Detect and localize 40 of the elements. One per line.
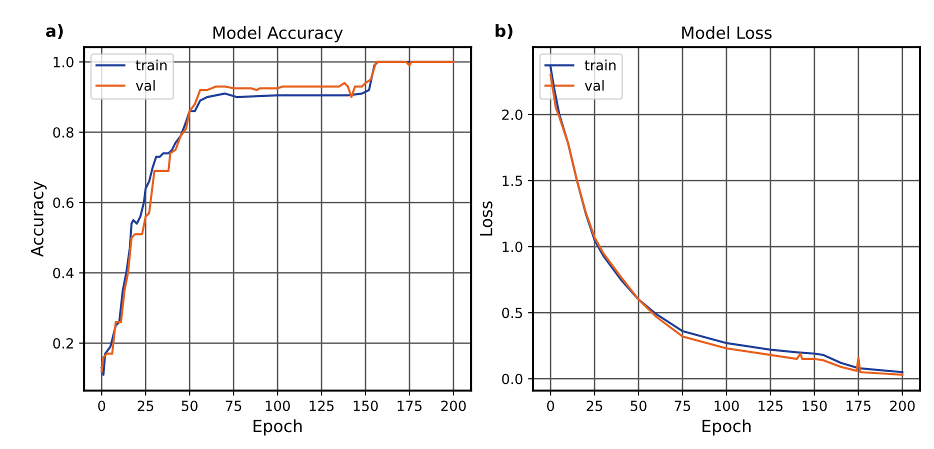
y-axis-title: Loss: [480, 201, 492, 236]
x-tick-label: 175: [846, 400, 870, 412]
x-tick-label: 50: [630, 400, 646, 412]
y-tick-label: 1.0: [502, 242, 522, 252]
legend-label: val: [136, 80, 155, 91]
x-tick-label: 100: [266, 400, 290, 412]
y-tick-label: 0.4: [53, 268, 74, 278]
legend-label: train: [136, 60, 167, 70]
y-tick-label: 1.5: [502, 176, 522, 186]
x-axis-title: Epoch: [254, 419, 302, 436]
chart-title: Model Accuracy: [213, 26, 343, 42]
x-tick-label: 200: [890, 400, 915, 412]
y-tick-label: 0.6: [53, 198, 74, 208]
x-tick-label: 150: [802, 400, 827, 412]
text: b): [496, 24, 512, 40]
x-tick-label: 25: [586, 400, 602, 412]
y-tick-label: 1.0: [54, 56, 74, 68]
y-tick-label: 0.2: [53, 338, 73, 349]
text: a): [46, 24, 63, 40]
x-tick-label: 175: [398, 400, 422, 412]
x-tick-label: 75: [226, 400, 242, 412]
y-tick-label: 0.8: [53, 127, 74, 138]
x-tick-label: 200: [441, 400, 466, 412]
legend-label: train: [584, 60, 616, 70]
y-tick-label: 0.0: [502, 374, 522, 384]
x-axis-title: Epoch: [702, 419, 751, 436]
y-tick-label: 2.0: [502, 109, 522, 120]
y-tick-label: 0.5: [502, 308, 522, 318]
chart-title: Model Loss: [682, 26, 772, 40]
x-tick-label: 150: [354, 400, 378, 412]
x-tick-label: 50: [182, 400, 198, 412]
x-tick-label: 125: [758, 400, 783, 412]
x-tick-label: 0: [547, 400, 554, 412]
x-tick-label: 0: [98, 400, 106, 412]
y-axis-title: Accuracy: [31, 181, 47, 257]
x-tick-label: 25: [138, 400, 154, 412]
x-tick-label: 100: [714, 400, 739, 412]
x-tick-label: 75: [674, 400, 690, 412]
legend-label: val: [584, 80, 604, 91]
x-tick-label: 125: [310, 400, 334, 412]
